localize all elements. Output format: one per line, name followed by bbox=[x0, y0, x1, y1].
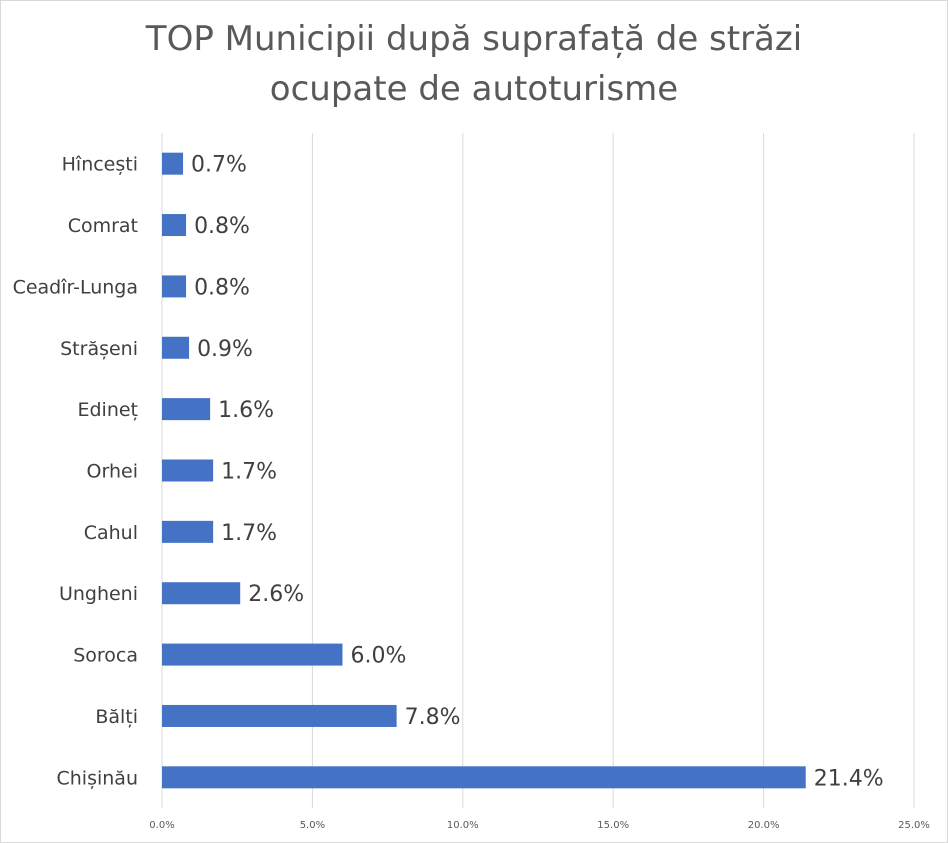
chart-title: TOP Municipii după suprafață de străzi o… bbox=[0, 14, 948, 114]
value-label: 1.6% bbox=[218, 398, 274, 423]
x-tick-label: 20.0% bbox=[748, 820, 780, 831]
value-label: 0.8% bbox=[194, 275, 250, 300]
bar bbox=[162, 459, 214, 482]
category-label: Ceadîr-Lunga bbox=[13, 276, 138, 298]
x-tick-label: 10.0% bbox=[447, 820, 479, 831]
value-label: 0.7% bbox=[191, 153, 247, 178]
category-label: Edineț bbox=[77, 399, 138, 421]
category-label: Strășeni bbox=[60, 338, 138, 360]
category-label: Bălți bbox=[95, 706, 138, 728]
x-tick-labels: 0.0% 5.0% 10.0% 15.0% 20.0% 25.0% bbox=[149, 820, 930, 831]
category-label: Orhei bbox=[87, 461, 138, 483]
category-label: Chișinău bbox=[57, 767, 139, 789]
category-label: Soroca bbox=[73, 645, 138, 667]
value-label: 2.6% bbox=[248, 582, 304, 607]
value-label: 1.7% bbox=[221, 460, 277, 485]
category-label: Ungheni bbox=[59, 583, 138, 605]
chart-title-line1: TOP Municipii după suprafață de străzi bbox=[145, 19, 803, 59]
category-label: Cahul bbox=[84, 522, 138, 544]
gridlines bbox=[161, 133, 915, 808]
bar bbox=[162, 643, 343, 666]
bars bbox=[162, 152, 806, 789]
value-label: 0.8% bbox=[194, 214, 250, 239]
value-label: 0.9% bbox=[197, 337, 253, 362]
bar bbox=[162, 336, 190, 359]
x-tick-label: 0.0% bbox=[149, 820, 174, 831]
value-label: 21.4% bbox=[814, 766, 884, 791]
bar bbox=[162, 398, 211, 421]
x-tick-label: 15.0% bbox=[597, 820, 629, 831]
value-labels: 0.7% 0.8% 0.8% 0.9% 1.6% 1.7% 1.7% 2.6% 6.0% 7.8%… bbox=[191, 153, 884, 792]
bar bbox=[162, 214, 187, 237]
bar bbox=[162, 582, 241, 605]
bar bbox=[162, 520, 214, 543]
category-labels: Hîncești Comrat Ceadîr-Lunga Strășeni Edineț… bbox=[13, 154, 138, 790]
chart-title-line2: ocupate de autoturisme bbox=[269, 69, 679, 109]
x-tick-label: 5.0% bbox=[300, 820, 325, 831]
bar bbox=[162, 275, 187, 298]
x-tick-label: 25.0% bbox=[898, 820, 930, 831]
bar bbox=[162, 766, 806, 789]
category-label: Comrat bbox=[68, 215, 138, 237]
bar bbox=[162, 704, 397, 727]
value-label: 7.8% bbox=[405, 705, 461, 730]
category-label: Hîncești bbox=[62, 154, 138, 176]
bar bbox=[162, 152, 184, 175]
value-label: 6.0% bbox=[350, 644, 406, 669]
value-label: 1.7% bbox=[221, 521, 277, 546]
